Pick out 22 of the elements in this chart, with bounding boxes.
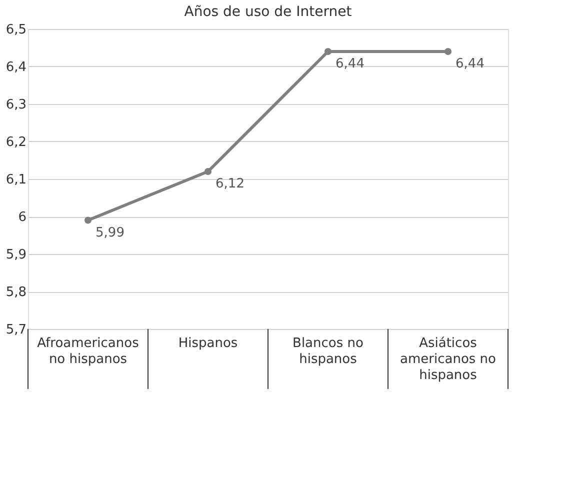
y-tick-label: 5,9 [6, 248, 26, 262]
y-tick-label: 6,1 [6, 172, 26, 188]
y-tick-label: 6,5 [6, 22, 26, 38]
x-tick-label: Afroamericanos no hispanos [37, 336, 140, 367]
y-tick-label: 6,2 [6, 135, 26, 150]
data-label: 6,44 [456, 56, 484, 72]
point [84, 216, 92, 224]
y-tick-label: 6 [18, 210, 26, 225]
chart-title: Años de uso de Internet [184, 4, 352, 20]
x-tick-label: Blancos no hispanos [292, 336, 364, 367]
y-tick-label: 5,8 [6, 285, 26, 300]
y-tick-label: 5,7 [6, 322, 26, 338]
data-label: 6,12 [216, 176, 244, 192]
y-tick-label: 6,3 [6, 98, 26, 112]
data-label: 5,99 [96, 225, 124, 240]
point [324, 48, 332, 56]
point [204, 168, 212, 176]
x-tick-label: Hispanos [178, 336, 238, 351]
data-label: 6,44 [336, 56, 364, 72]
x-tick-label: Asiáticos americanos no hispanos [400, 336, 496, 383]
y-tick-label: 6,4 [6, 60, 26, 75]
point [444, 48, 452, 56]
